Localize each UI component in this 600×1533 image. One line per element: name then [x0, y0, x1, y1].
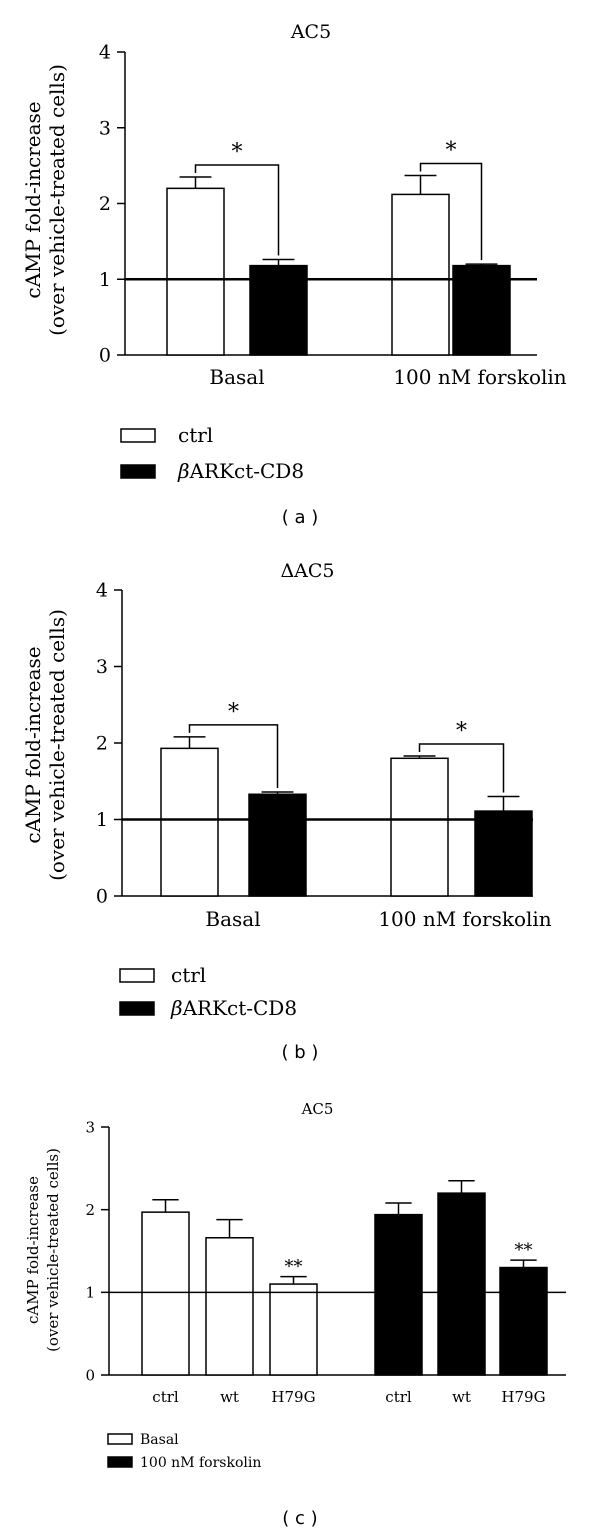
panel-b-y-tick-label: 1	[96, 809, 108, 831]
panel-a-y-tick-label: 0	[99, 345, 111, 367]
panel-c-y-tick-label: 1	[85, 1284, 95, 1302]
panel-a-legend-label: βARKct-CD8	[177, 459, 304, 483]
panel-a-significance-bracket	[194, 164, 280, 256]
panel-c-significance-label: **	[285, 1257, 303, 1278]
panel-c-bar	[205, 1237, 254, 1376]
panel-a-y-tick-label: 1	[99, 269, 111, 291]
panel-b-legend-swatch	[119, 968, 155, 983]
panel-a-significance-label: *	[446, 138, 457, 163]
panel-b-significance-bracket	[418, 743, 505, 793]
panel-b-x-tick-label: Basal	[205, 907, 260, 931]
panel-b-legend-label: ctrl	[171, 963, 206, 987]
panel-b-bar	[390, 757, 449, 897]
panel-c-y-tick-label: 3	[85, 1118, 95, 1136]
panel-c-legend-label: 100 nM forskolin	[140, 1455, 261, 1471]
panel-c-bar	[141, 1211, 190, 1376]
panel-c-significance-label: **	[515, 1240, 533, 1261]
panel-b-significance-bracket	[188, 724, 279, 788]
panel-a-y-tick-label: 2	[99, 193, 111, 215]
panel-a-legend-swatch	[120, 464, 156, 479]
panel-c-x-tick-label: wt	[452, 1388, 471, 1406]
panel-a-bar	[249, 264, 308, 356]
panel-c-title: AC5	[301, 1100, 334, 1118]
panel-a-x-tick-label: Basal	[209, 365, 264, 389]
panel-a-significance-label: *	[232, 140, 243, 165]
panel-a-panel-label: ( a )	[282, 507, 319, 528]
panel-c-bar	[499, 1266, 548, 1376]
panel-a-title: AC5	[290, 21, 331, 43]
panel-a-y-axis-label: cAMP fold-increase	[21, 101, 45, 298]
panel-a-bar	[391, 193, 450, 356]
panel-c-bar	[437, 1192, 486, 1376]
panel-b-x-tick-label: 100 nM forskolin	[378, 907, 551, 931]
panel-c-y-axis-label: cAMP fold-increase	[24, 1176, 42, 1324]
panel-c-panel-label: ( c )	[282, 1508, 317, 1529]
panel-b-significance-label: *	[456, 719, 467, 744]
panel-b-y-axis-label-2: (over vehicle-treated cells)	[45, 609, 69, 881]
panel-c-x-tick-label: H79G	[501, 1388, 545, 1406]
panel-b-legend-label: βARKct-CD8	[170, 996, 297, 1020]
panel-c-legend-swatch	[107, 1433, 133, 1445]
panel-b-panel-label: ( b )	[282, 1042, 319, 1063]
panel-c-x-tick-label: ctrl	[385, 1388, 412, 1406]
panel-c-y-tick-label: 2	[85, 1201, 95, 1219]
panel-c-y-axis-label-2: (over vehicle-treated cells)	[44, 1148, 62, 1352]
panel-b-title: ΔAC5	[280, 560, 334, 582]
panel-c-x-tick-label: H79G	[271, 1388, 315, 1406]
panel-a-legend-label: ctrl	[178, 423, 213, 447]
panel-b-y-tick-label: 3	[96, 656, 108, 678]
panel-c-x-tick-label: ctrl	[152, 1388, 179, 1406]
panel-c-y-tick-label: 0	[85, 1366, 95, 1384]
panel-b-bar	[474, 810, 533, 897]
panel-b-y-tick-label: 0	[96, 886, 108, 908]
panel-b-significance-label: *	[228, 700, 239, 725]
panel-c-bar	[269, 1283, 318, 1376]
panel-a-bar	[166, 187, 225, 356]
panel-a-y-axis-label-2: (over vehicle-treated cells)	[45, 64, 69, 336]
panel-c-legend-swatch	[107, 1456, 133, 1468]
panel-a-significance-bracket	[419, 162, 483, 261]
panel-a-y-tick-label: 4	[99, 42, 111, 64]
panel-b-y-axis-label: cAMP fold-increase	[21, 646, 45, 843]
panel-c-x-tick-label: wt	[220, 1388, 239, 1406]
panel-b-y-tick-label: 2	[96, 733, 108, 755]
panel-c-legend-label: Basal	[140, 1432, 179, 1448]
panel-b-bar	[160, 747, 219, 897]
panel-a-bar	[452, 264, 511, 356]
panel-a-y-tick-label: 3	[99, 117, 111, 139]
panel-b-legend-swatch	[119, 1001, 155, 1016]
panel-b-bar	[248, 793, 307, 897]
panel-c-bar	[374, 1213, 423, 1376]
panel-a-legend-swatch	[120, 428, 156, 443]
panel-b-y-tick-label: 4	[96, 580, 108, 602]
panel-a-x-tick-label: 100 nM forskolin	[393, 365, 566, 389]
